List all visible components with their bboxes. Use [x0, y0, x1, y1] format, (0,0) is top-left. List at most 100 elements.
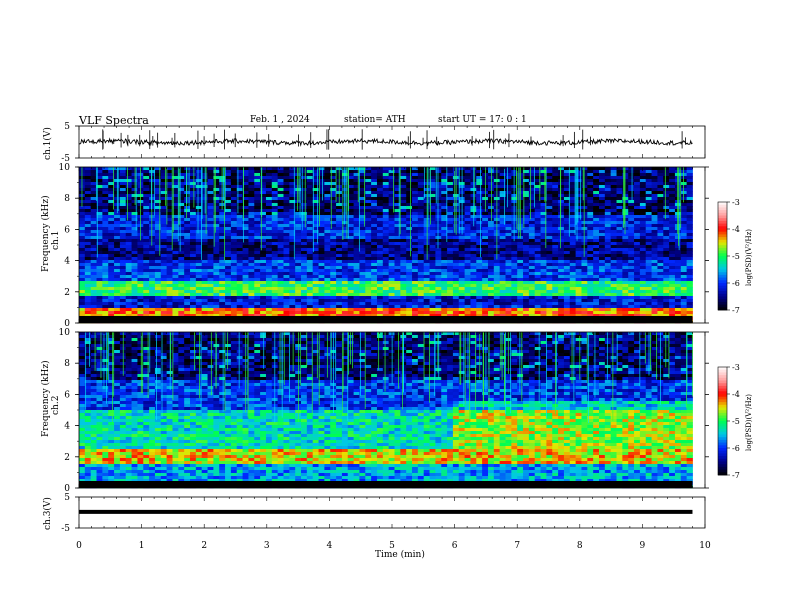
spectrogram-1-cell	[552, 311, 559, 315]
spectrogram-1-cell	[499, 260, 506, 264]
spectrogram-1-cell	[102, 185, 109, 189]
spectrogram-1-cell	[79, 290, 86, 294]
spectrogram-1-cell	[277, 242, 284, 246]
spectrogram-1-cell	[447, 185, 454, 189]
spectrogram-1-cell	[330, 215, 337, 219]
spectrogram-1-cell	[102, 203, 109, 207]
spectrogram-1-cell	[154, 200, 162, 204]
spectrogram-1-cell	[330, 179, 337, 183]
spectrogram-1-cell	[254, 194, 261, 198]
spectrogram-1-cell	[178, 302, 185, 306]
spectrogram-1-cell	[464, 260, 471, 264]
spectrogram-1-cell	[558, 248, 565, 252]
spectrogram-1-cell	[552, 263, 559, 267]
spectrogram-1-cell	[552, 185, 559, 189]
spectrogram-1-cell	[540, 299, 547, 303]
spectrogram-1-cell	[277, 263, 284, 267]
spectrogram-1-cell	[634, 311, 641, 315]
spectrogram-1-cell	[219, 305, 226, 309]
spectrogram-1-cell	[190, 173, 197, 177]
spectrogram-1-cell	[219, 290, 226, 294]
spectrogram-1-cell	[213, 170, 220, 174]
spectrogram-1-cell	[271, 224, 279, 228]
spectrogram-1-cell	[394, 302, 401, 306]
spectrogram-1-cell	[365, 275, 372, 279]
spectrogram-1-cell	[219, 233, 226, 237]
spectrogram-1-cell	[248, 191, 255, 195]
spectrogram-1-cell	[324, 206, 331, 210]
spectrogram-1-cell	[149, 287, 156, 291]
spectrogram-1-cell	[242, 251, 249, 255]
spectrogram-1-cell	[429, 179, 436, 183]
spectrogram-1-cell	[207, 254, 214, 258]
spectrogram-1-cell	[353, 239, 360, 243]
spectrogram-1-cell	[260, 218, 267, 222]
spectrogram-1-cell	[166, 308, 173, 312]
spectrogram-1-cell	[593, 290, 600, 294]
spectrogram-1-cell	[254, 176, 261, 180]
spectrogram-1-cell	[236, 281, 243, 285]
spectrogram-1-cell	[102, 299, 109, 303]
spectrogram-1-cell	[166, 263, 173, 267]
spectrogram-1-cell	[447, 191, 454, 195]
spectrogram-1-cell	[523, 221, 530, 225]
spectrogram-1-cell	[295, 203, 302, 207]
spectrogram-1-cell	[523, 299, 530, 303]
spectrogram-1-cell	[312, 200, 319, 204]
spectrogram-1-cell	[464, 269, 471, 273]
spectrogram-1-cell	[90, 215, 97, 219]
spectrogram-1-cell	[447, 215, 454, 219]
spectrogram-1-cell	[265, 176, 273, 180]
spectrogram-1-cell	[254, 185, 261, 189]
spectrogram-1-cell	[143, 281, 150, 285]
spectrogram-1-cell	[219, 251, 226, 255]
spectrogram-1-cell	[534, 251, 541, 255]
spectrogram-1-cell	[102, 230, 109, 234]
spectrogram-1-cell	[487, 224, 495, 228]
spectrogram-1-cell	[587, 281, 594, 285]
spectrogram-1-cell	[143, 248, 150, 252]
spectrogram-1-cell	[382, 227, 390, 231]
spectrogram-1-cell	[429, 170, 436, 174]
spectrogram-1-cell	[528, 251, 536, 255]
spectrogram-1-cell	[505, 215, 512, 219]
spectrogram-1-cell	[575, 221, 582, 225]
spectrogram-1-cell	[447, 290, 454, 294]
spectrogram-1-cell	[458, 260, 466, 264]
spectrogram-1-cell	[277, 185, 284, 189]
spectrogram-1-cell	[604, 233, 612, 237]
spectrogram-1-cell	[487, 305, 495, 309]
spectrogram-1-cell	[195, 197, 203, 201]
spectrogram-1-cell	[324, 314, 331, 318]
spectrogram-1-cell	[336, 218, 343, 222]
spectrogram-1-cell	[248, 245, 255, 249]
spectrogram-1-cell	[517, 299, 524, 303]
spectrogram-1-cell	[622, 311, 629, 315]
spectrogram-1-cell	[400, 290, 407, 294]
spectrogram-1-cell	[336, 299, 343, 303]
spectrogram-1-cell	[347, 227, 354, 231]
spectrogram-1-cell	[382, 221, 390, 225]
spectrogram-1-cell	[84, 173, 92, 177]
spectrogram-1-cell	[207, 173, 214, 177]
spectrogram-1-cell	[108, 296, 115, 300]
spectrogram-1-cell	[458, 248, 466, 252]
spectrogram-1-cell	[225, 236, 232, 240]
spectrogram-1-cell	[131, 278, 138, 282]
spectrogram-1-cell	[289, 254, 296, 258]
spectrogram-1-cell	[295, 272, 302, 276]
spectrogram-1-cell	[341, 191, 349, 195]
spectrogram-1-cell	[306, 263, 314, 267]
spectrogram-1-cell	[604, 218, 612, 222]
spectrogram-1-cell	[371, 257, 378, 261]
spectrogram-1-cell	[236, 308, 243, 312]
spectrogram-1-cell	[394, 197, 401, 201]
spectrogram-1-cell	[575, 182, 582, 186]
spectrogram-1-cell	[604, 182, 612, 186]
spectrogram-1-cell	[412, 287, 419, 291]
spectrogram-1-cell	[195, 281, 203, 285]
spectrogram-1-cell	[587, 248, 594, 252]
spectrogram-1-cell	[213, 302, 220, 306]
spectrogram-1-cell	[184, 173, 191, 177]
spectrogram-1-cell	[301, 296, 308, 300]
